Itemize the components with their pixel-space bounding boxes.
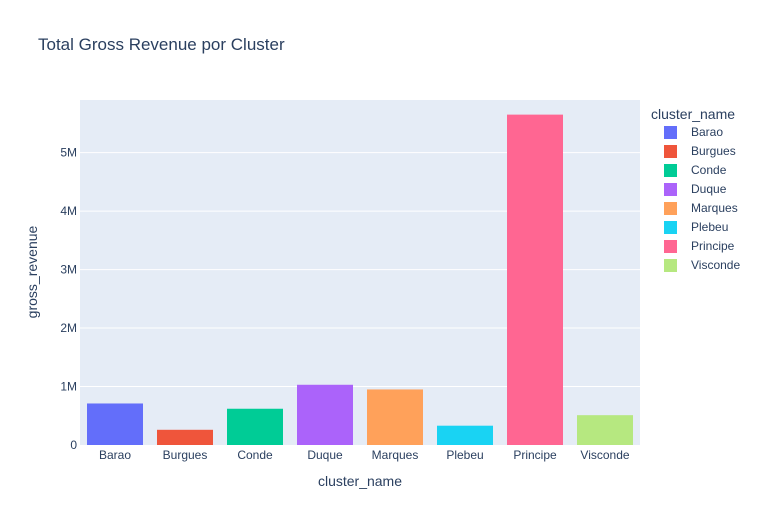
- x-tick-label: Conde: [237, 448, 273, 462]
- bars: [87, 114, 633, 445]
- bar-barao: [87, 403, 143, 445]
- legend-swatch: [664, 164, 677, 177]
- bar-burgues: [157, 429, 213, 445]
- legend-item-burgues[interactable]: Burgues: [664, 144, 736, 158]
- bar-plebeu: [437, 425, 493, 445]
- x-tick-label: Barao: [99, 448, 131, 462]
- legend-item-barao[interactable]: Barao: [664, 125, 723, 139]
- x-axis-title: cluster_name: [318, 473, 402, 489]
- y-tick-label: 4M: [60, 204, 77, 218]
- y-axis-title: gross_revenue: [24, 225, 40, 318]
- legend-label: Plebeu: [691, 220, 728, 234]
- legend-swatch: [664, 221, 677, 234]
- legend-item-duque[interactable]: Duque: [664, 182, 727, 196]
- bar-duque: [297, 384, 353, 445]
- bar-principe: [507, 114, 563, 445]
- bar-visconde: [577, 415, 633, 445]
- bar-conde: [227, 408, 283, 445]
- legend-swatch: [664, 240, 677, 253]
- legend-item-visconde[interactable]: Visconde: [664, 258, 740, 272]
- y-tick-label: 5M: [60, 146, 77, 160]
- bar-marques: [367, 389, 423, 445]
- legend-item-principe[interactable]: Principe: [664, 239, 735, 253]
- legend-label: Barao: [691, 125, 723, 139]
- y-tick-label: 3M: [60, 263, 77, 277]
- legend-items: Barao Burgues Conde Duque Marques Plebeu Princ…: [664, 125, 740, 272]
- y-axis-ticks: 0 1M 2M 3M 4M 5M: [60, 146, 77, 452]
- legend-swatch: [664, 202, 677, 215]
- y-tick-label: 0: [70, 438, 77, 452]
- x-axis-ticks: Barao Burgues Conde Duque Marques Plebeu Princ…: [99, 448, 630, 462]
- x-tick-label: Duque: [307, 448, 343, 462]
- legend-swatch: [664, 126, 677, 139]
- legend: cluster_name Barao Burgues Conde Duque Marqu…: [651, 106, 740, 272]
- legend-swatch: [664, 183, 677, 196]
- legend-item-marques[interactable]: Marques: [664, 201, 738, 215]
- legend-title: cluster_name: [651, 106, 735, 122]
- y-tick-label: 2M: [60, 321, 77, 335]
- legend-label: Conde: [691, 163, 727, 177]
- legend-label: Principe: [691, 239, 735, 253]
- legend-item-plebeu[interactable]: Plebeu: [664, 220, 728, 234]
- chart-title: Total Gross Revenue por Cluster: [38, 35, 285, 54]
- legend-swatch: [664, 145, 677, 158]
- legend-label: Burgues: [691, 144, 736, 158]
- legend-label: Duque: [691, 182, 727, 196]
- x-tick-label: Principe: [513, 448, 557, 462]
- legend-swatch: [664, 259, 677, 272]
- legend-label: Visconde: [691, 258, 740, 272]
- x-tick-label: Plebeu: [446, 448, 483, 462]
- legend-label: Marques: [691, 201, 738, 215]
- y-tick-label: 1M: [60, 380, 77, 394]
- x-tick-label: Visconde: [580, 448, 629, 462]
- x-tick-label: Marques: [372, 448, 419, 462]
- x-tick-label: Burgues: [163, 448, 208, 462]
- legend-item-conde[interactable]: Conde: [664, 163, 727, 177]
